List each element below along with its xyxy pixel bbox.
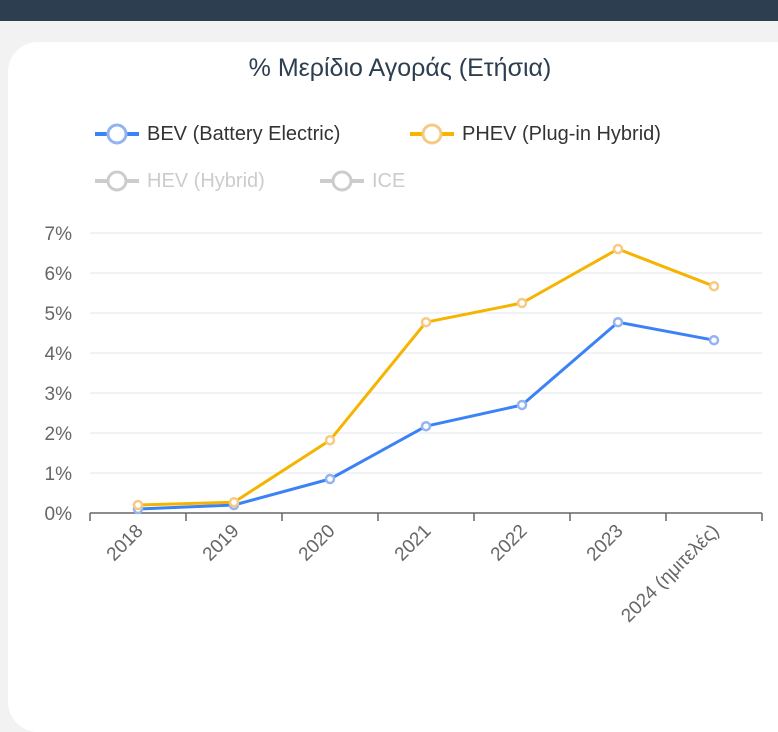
legend-item-bev[interactable]: BEV (Battery Electric) — [95, 122, 340, 146]
x-tick-label: 2021 — [391, 521, 436, 566]
series-line — [137, 247, 715, 507]
top-bar — [0, 0, 778, 21]
data-point — [324, 434, 336, 446]
legend-label: PHEV (Plug-in Hybrid) — [462, 122, 661, 145]
y-tick-label: 2% — [45, 424, 73, 445]
y-tick-label: 0% — [45, 504, 73, 525]
legend-item-hev[interactable]: HEV (Hybrid) — [95, 169, 265, 193]
data-point — [708, 280, 720, 292]
legend-line-circle-icon — [95, 170, 139, 192]
data-point — [516, 399, 528, 411]
x-tick-label: 2023 — [583, 521, 628, 566]
series-line — [137, 320, 715, 511]
legend-item-phev[interactable]: PHEV (Plug-in Hybrid) — [410, 122, 661, 146]
y-tick-label: 1% — [45, 464, 73, 485]
chart-card — [8, 42, 778, 732]
y-tick-label: 3% — [45, 384, 73, 405]
y-tick-label: 4% — [45, 344, 73, 365]
data-point — [324, 473, 336, 485]
legend-label: ICE — [372, 169, 406, 192]
y-tick-label: 7% — [45, 224, 73, 245]
chart-title: % Μερίδιο Αγοράς (Ετήσια) — [248, 54, 552, 82]
x-tick-label: 2024 (ημιτελές) — [617, 521, 723, 627]
x-tick-label: 2022 — [487, 521, 532, 566]
legend-label: BEV (Battery Electric) — [147, 122, 341, 145]
data-point — [708, 334, 720, 346]
data-point — [612, 316, 624, 328]
data-point — [132, 499, 144, 511]
y-tick-label: 6% — [45, 264, 73, 285]
legend-label: HEV (Hybrid) — [147, 169, 265, 192]
x-tick-label: 2018 — [103, 521, 148, 566]
data-point — [420, 316, 432, 328]
legend-item-ice[interactable]: ICE — [320, 169, 405, 193]
y-tick-label: 5% — [45, 304, 73, 325]
data-point — [228, 496, 240, 508]
data-point — [516, 297, 528, 309]
data-point — [612, 243, 624, 255]
legend-line-circle-icon — [320, 170, 364, 192]
legend-line-circle-icon — [410, 123, 454, 145]
x-tick-label: 2020 — [295, 521, 340, 566]
line-chart: 0% 1% 2% 3% 4% 5% 6% 7% 2018 2019 2020 2021 2022 2023… — [45, 224, 763, 627]
data-point — [420, 420, 432, 432]
x-tick-label: 2019 — [199, 521, 244, 566]
legend-line-circle-icon — [95, 123, 139, 145]
